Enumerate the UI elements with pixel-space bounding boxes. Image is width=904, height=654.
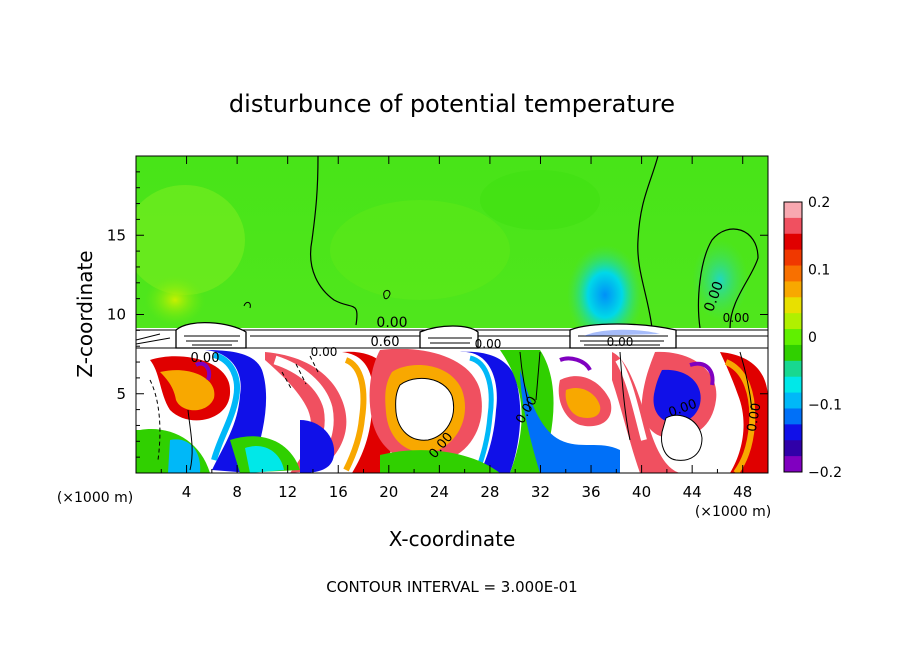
x-tick-label: 8 [232, 483, 242, 501]
colorbar-tick-label: 0.1 [808, 263, 830, 279]
chart-title: disturbunce of potential temperature [229, 90, 675, 118]
colorbar-swatch [784, 392, 802, 409]
colorbar-swatch [784, 440, 802, 457]
y-axis-label: Z-coordinate [73, 250, 97, 377]
y-tick-label: 5 [116, 385, 126, 403]
colorbar-swatch [784, 217, 802, 235]
y-tick-label: 10 [107, 306, 126, 324]
colorbar-swatch [784, 281, 802, 298]
x-tick-label: 20 [379, 483, 398, 501]
x-tick-label: 12 [278, 483, 297, 501]
x-tick-label: 48 [733, 483, 752, 501]
x-axis-label: X-coordinate [389, 527, 516, 551]
colorbar-swatch [784, 360, 802, 378]
x-tick-label: 40 [632, 483, 651, 501]
colorbar-swatch [784, 249, 802, 267]
x-tick-label: 24 [430, 483, 449, 501]
contour-label: 0.00 [376, 315, 407, 331]
contour-label: 0.00 [475, 337, 502, 351]
colorbar-tick-label: 0.2 [808, 195, 830, 211]
colorbar-swatch [784, 233, 802, 251]
contour-label: 0.00 [191, 351, 220, 366]
contour-label: 0.00 [607, 335, 634, 349]
x-tick-label: 44 [683, 483, 702, 501]
colorbar-swatch [784, 202, 802, 219]
colorbar-swatch [784, 329, 802, 346]
contour-label: 0.00 [745, 402, 765, 433]
colorbar-swatch [784, 456, 802, 473]
y-axis: 5 10 15 [107, 171, 768, 458]
colorbar-swatch [784, 265, 802, 282]
x-axis: 4 8 12 16 20 24 28 32 36 40 44 48 [160, 156, 752, 501]
x-tick-label: 36 [581, 483, 600, 501]
x-tick-label: 16 [329, 483, 348, 501]
colorbar-swatch [784, 408, 802, 425]
colorbar-swatch [784, 344, 802, 362]
contour-interval-note: CONTOUR INTERVAL = 3.000E-01 [326, 578, 577, 596]
contour-label: 0.00 [723, 311, 750, 325]
x-tick-label: 32 [531, 483, 550, 501]
x-tick-label: 28 [480, 483, 499, 501]
colorbar-ticks: 0.2 0.1 0 −0.1 −0.2 [808, 195, 842, 481]
x-unit-left: (×1000 m) [57, 490, 133, 506]
colorbar-tick-label: −0.2 [808, 465, 842, 481]
colorbar-swatch [784, 424, 802, 441]
x-tick-label: 4 [182, 483, 192, 501]
contour-label: 0.60 [371, 335, 400, 350]
colorbar-swatch [784, 313, 802, 330]
colorbar-swatch [784, 376, 802, 394]
colorbar-tick-label: −0.1 [808, 398, 842, 414]
colorbar [783, 201, 803, 473]
x-unit-right: (×1000 m) [695, 504, 771, 520]
colorbar-frame [783, 201, 803, 473]
contour-label: 0.00 [311, 345, 338, 359]
colorbar-tick-label: 0 [808, 330, 817, 346]
colorbar-swatch [784, 297, 802, 314]
y-tick-label: 15 [107, 226, 126, 244]
turbulent-field [136, 349, 768, 473]
